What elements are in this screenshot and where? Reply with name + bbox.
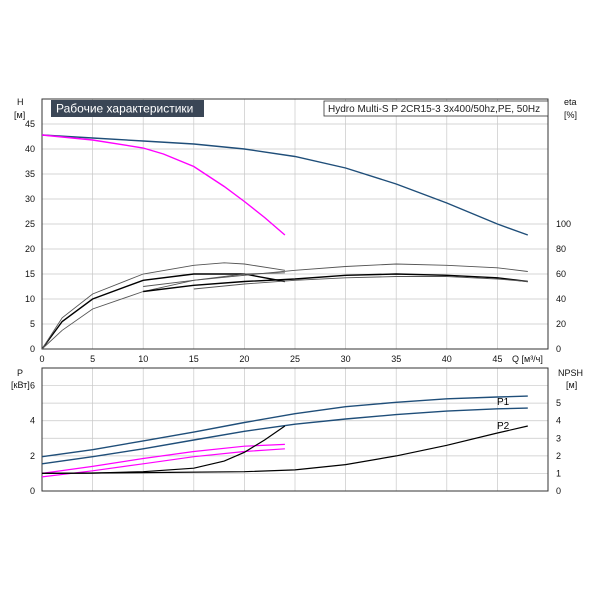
npsh-tick-label: 1 (556, 468, 561, 478)
upper-curve-1 (41, 134, 286, 236)
x-tick-label: 0 (39, 354, 44, 364)
lower-left-axis-unit: [кВт] (11, 380, 30, 390)
x-tick-label: 30 (341, 354, 351, 364)
lower-right-axis-label: NPSH (558, 368, 583, 378)
eta-tick-label: 80 (556, 244, 566, 254)
h-tick-label: 0 (30, 344, 35, 354)
x-tick-label: 40 (442, 354, 452, 364)
upper-left-axis-unit: [м] (14, 110, 25, 120)
npsh-tick-label: 5 (556, 398, 561, 408)
lower-curve-2 (41, 443, 285, 474)
tick-labels: 0 5 10 15 20 25 30 35 40 450510152025303540450204… (25, 119, 571, 496)
upper-left-axis-label: H (17, 97, 24, 107)
p-tick-label: 2 (30, 451, 35, 461)
subtitle-box (323, 100, 549, 117)
curves (41, 134, 529, 478)
eta-tick-label: 100 (556, 219, 571, 229)
x-tick-label: 45 (492, 354, 502, 364)
upper-curve-7 (193, 276, 528, 290)
x-tick-label: 10 (138, 354, 148, 364)
h-tick-label: 5 (30, 319, 35, 329)
eta-tick-label: 0 (556, 344, 561, 354)
h-tick-label: 15 (25, 269, 35, 279)
lower-left-axis-label: P (17, 368, 23, 378)
lower-frame (41, 367, 549, 492)
npsh-tick-label: 0 (556, 486, 561, 496)
eta-tick-label: 40 (556, 294, 566, 304)
h-tick-label: 25 (25, 219, 35, 229)
lower-curve-5 (41, 425, 528, 474)
h-tick-label: 40 (25, 144, 35, 154)
x-tick-label: 25 (290, 354, 300, 364)
chart-title: Рабочие характеристики (56, 102, 193, 116)
title-background (51, 100, 204, 117)
chart-subtitle: Hydro Multi-S P 2CR15-3 3x400/50hz,PE, 5… (328, 104, 540, 115)
h-tick-label: 10 (25, 294, 35, 304)
series-label-p2: P2 (497, 421, 510, 432)
p-tick-label: 0 (30, 486, 35, 496)
npsh-tick-label: 3 (556, 433, 561, 443)
x-tick-label: 5 (90, 354, 95, 364)
eta-tick-label: 60 (556, 269, 566, 279)
upper-x-axis-label: Q [м³/ч] (512, 354, 543, 364)
eta-tick-label: 20 (556, 319, 566, 329)
h-tick-label: 20 (25, 244, 35, 254)
series-label-p1: P1 (497, 397, 510, 408)
lower-curve-0 (41, 395, 528, 458)
p-tick-label: 4 (30, 416, 35, 426)
lower-right-axis-unit: [м] (566, 380, 577, 390)
h-tick-label: 35 (25, 169, 35, 179)
upper-curve-3 (41, 262, 285, 350)
upper-curve-5 (143, 273, 528, 293)
x-tick-label: 20 (239, 354, 249, 364)
x-tick-label: 15 (189, 354, 199, 364)
p-tick-label: 6 (30, 381, 35, 391)
x-tick-label: 35 (391, 354, 401, 364)
upper-curve-6 (143, 263, 528, 287)
lower-curve-3 (41, 448, 285, 478)
upper-right-axis-label: eta (564, 97, 577, 107)
npsh-tick-label: 4 (556, 416, 561, 426)
lower-curve-1 (41, 407, 528, 465)
upper-frame (41, 98, 549, 350)
upper-curve-0 (41, 134, 529, 236)
upper-right-axis-unit: [%] (564, 110, 577, 120)
h-tick-label: 30 (25, 194, 35, 204)
npsh-tick-label: 2 (556, 451, 561, 461)
h-tick-label: 45 (25, 119, 35, 129)
